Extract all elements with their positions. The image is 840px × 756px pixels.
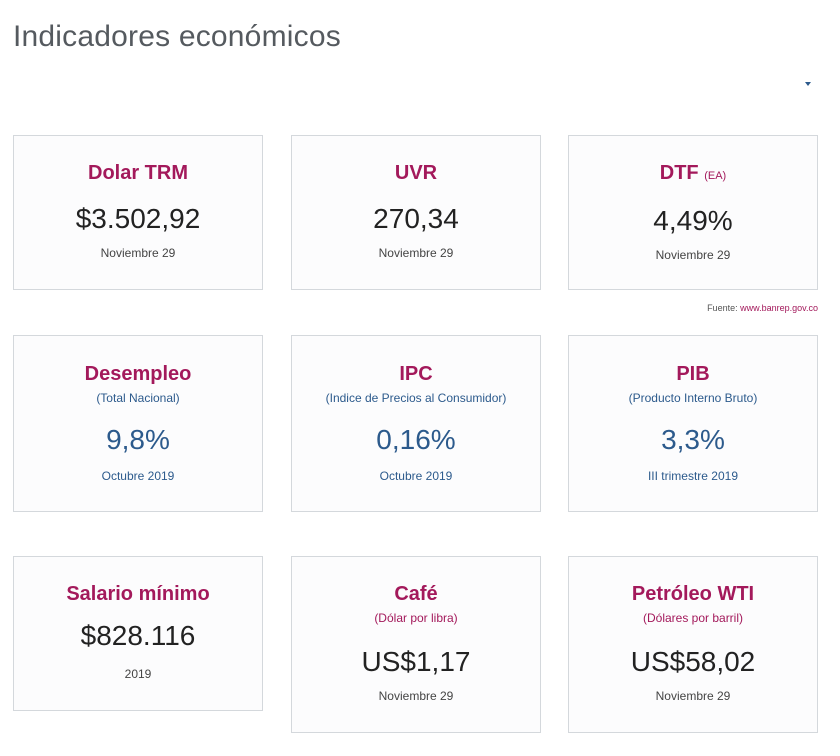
card-date: III trimestre 2019	[647, 469, 739, 483]
card-title: IPC	[399, 363, 433, 385]
card-date: Noviembre 29	[378, 246, 454, 260]
card-title: PIB	[676, 363, 710, 385]
card-title: Desempleo	[84, 363, 192, 385]
card-date: Octubre 2019	[379, 469, 453, 483]
card-title-text: DTF	[659, 162, 699, 184]
card-value: 3,3%	[661, 424, 725, 455]
card-title: Salario mínimo	[66, 583, 210, 605]
card-value: $3.502,92	[75, 203, 201, 234]
card-subtitle: (Producto Interno Bruto)	[628, 391, 758, 405]
card-date: Noviembre 29	[655, 248, 731, 262]
card-subtitle: (Dólares por barril)	[642, 611, 744, 625]
source-note: Fuente: www.banrep.gov.co	[600, 303, 818, 313]
source-link[interactable]: www.banrep.gov.co	[740, 303, 818, 313]
card-value: US$58,02	[630, 646, 756, 677]
indicator-card-salario-minimo: Salario mínimo $828.116 2019	[13, 556, 263, 711]
card-date: Noviembre 29	[100, 246, 176, 260]
card-value: 4,49%	[653, 205, 733, 236]
indicator-card-petroleo-wti: Petróleo WTI (Dólares por barril) US$58,…	[568, 556, 818, 733]
card-date: Noviembre 29	[655, 689, 731, 703]
source-label: Fuente:	[707, 303, 738, 313]
chevron-down-icon[interactable]	[805, 82, 811, 86]
card-value: 0,16%	[376, 424, 456, 455]
indicator-card-dtf: DTF (EA) 4,49% Noviembre 29	[568, 135, 818, 290]
card-title-suffix: (EA)	[704, 170, 727, 182]
indicator-card-cafe: Café (Dólar por libra) US$1,17 Noviembre…	[291, 556, 541, 733]
indicator-card-dolar-trm: Dolar TRM $3.502,92 Noviembre 29	[13, 135, 263, 290]
card-title: Petróleo WTI	[631, 583, 755, 605]
indicator-card-desempleo: Desempleo (Total Nacional) 9,8% Octubre …	[13, 335, 263, 512]
card-value: 270,34	[373, 203, 459, 234]
card-title: UVR	[394, 162, 438, 184]
card-value: $828.116	[80, 620, 196, 651]
card-date: Noviembre 29	[378, 689, 454, 703]
card-subtitle: (Indice de Precios al Consumidor)	[325, 391, 507, 405]
card-subtitle: (Dólar por libra)	[374, 611, 458, 625]
card-value: US$1,17	[361, 646, 471, 677]
page-title: Indicadores económicos	[13, 20, 341, 53]
card-date: Octubre 2019	[101, 469, 175, 483]
card-date: 2019	[124, 667, 152, 681]
card-title: Café	[394, 583, 438, 605]
card-subtitle: (Total Nacional)	[96, 391, 180, 405]
indicator-card-ipc: IPC (Indice de Precios al Consumidor) 0,…	[291, 335, 541, 512]
indicator-card-pib: PIB (Producto Interno Bruto) 3,3% III tr…	[568, 335, 818, 512]
card-title: Dolar TRM	[88, 162, 188, 184]
card-title: DTF (EA)	[569, 162, 817, 185]
card-value: 9,8%	[106, 424, 170, 455]
indicator-card-uvr: UVR 270,34 Noviembre 29	[291, 135, 541, 290]
